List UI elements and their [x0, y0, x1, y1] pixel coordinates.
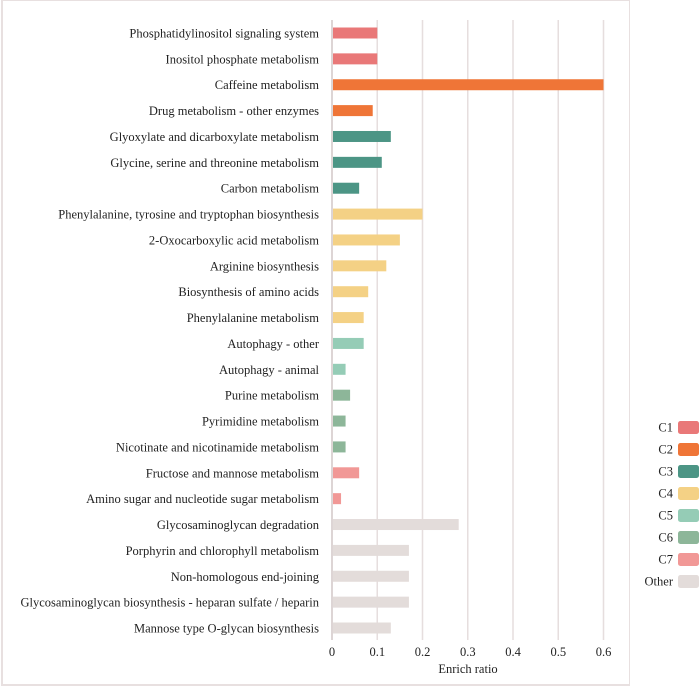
legend-item: C5	[658, 509, 699, 523]
x-tick-label: 0.6	[596, 645, 612, 659]
bar	[333, 415, 346, 427]
bar	[333, 622, 391, 634]
grid-layer	[331, 20, 605, 640]
bar	[333, 337, 364, 349]
category-label: Drug metabolism - other enzymes	[149, 104, 319, 118]
legend-swatch	[678, 487, 699, 500]
bar	[333, 260, 387, 272]
bar	[333, 570, 409, 582]
category-label: Carbon metabolism	[221, 182, 320, 196]
legend-item: C3	[658, 465, 699, 479]
bar	[333, 156, 382, 168]
category-label: Pyrimidine metabolism	[202, 415, 319, 429]
category-label: Autophagy - other	[227, 337, 319, 351]
legend-label: C4	[658, 487, 673, 501]
category-label: 2-Oxocarboxylic acid metabolism	[149, 233, 319, 247]
legend-swatch	[678, 553, 699, 566]
category-label: Glycosaminoglycan degradation	[157, 518, 320, 532]
category-label: Glycine, serine and threonine metabolism	[110, 156, 319, 170]
category-label: Biosynthesis of amino acids	[178, 285, 319, 299]
legend-swatch	[678, 465, 699, 478]
bar	[333, 441, 346, 453]
bar	[333, 519, 459, 531]
category-label: Caffeine metabolism	[215, 78, 320, 92]
bar	[333, 312, 364, 324]
legend-label: Other	[645, 575, 674, 589]
category-label: Phenylalanine metabolism	[187, 311, 320, 325]
bar	[333, 27, 378, 39]
x-tick-label: 0.4	[505, 645, 521, 659]
legend-item: C4	[658, 487, 699, 501]
category-label: Glyoxylate and dicarboxylate metabolism	[110, 130, 320, 144]
x-tick-label: 0.1	[369, 645, 385, 659]
legend-swatch	[678, 509, 699, 522]
x-axis-title: Enrich ratio	[438, 662, 497, 676]
bar	[333, 286, 369, 298]
legend-label: C7	[658, 553, 673, 567]
category-label: Glycosaminoglycan biosynthesis - heparan…	[20, 596, 319, 610]
x-tick-label: 0	[329, 645, 335, 659]
category-label: Purine metabolism	[225, 389, 319, 403]
bar	[333, 363, 346, 375]
legend-swatch	[678, 531, 699, 544]
x-tick-label: 0.3	[460, 645, 476, 659]
bar	[333, 389, 351, 401]
category-label: Arginine biosynthesis	[210, 259, 319, 273]
legend-swatch	[678, 443, 699, 456]
legend-item: C7	[658, 553, 699, 567]
bar	[333, 105, 373, 117]
bar	[333, 130, 391, 142]
bar	[333, 182, 360, 194]
category-label: Fructose and mannose metabolism	[146, 466, 320, 480]
legend-label: C6	[658, 531, 673, 545]
category-label: Autophagy - animal	[219, 363, 320, 377]
legend: C1 C2 C3 C4 C5 C6 C7 Other	[645, 421, 699, 589]
bar	[333, 234, 400, 246]
legend-label: C2	[658, 443, 673, 457]
category-label: Amino sugar and nucleotide sugar metabol…	[86, 492, 319, 506]
legend-item: C2	[658, 443, 699, 457]
bar	[333, 467, 360, 479]
legend-item: Other	[645, 575, 699, 589]
bar-layer	[333, 27, 604, 634]
bar	[333, 596, 409, 608]
category-label: Inositol phosphate metabolism	[166, 52, 320, 66]
chart-panel	[1, 0, 630, 686]
category-label: Porphyrin and chlorophyll metabolism	[126, 544, 320, 558]
bar	[333, 544, 409, 556]
x-tick-label: 0.5	[550, 645, 566, 659]
legend-swatch	[678, 421, 699, 434]
legend-item: C6	[658, 531, 699, 545]
category-label: Phenylalanine, tyrosine and tryptophan b…	[58, 208, 319, 222]
legend-swatch	[678, 575, 699, 588]
x-tick-label: 0.2	[415, 645, 431, 659]
bar	[333, 53, 378, 65]
category-label: Nicotinate and nicotinamide metabolism	[116, 440, 319, 454]
category-label: Mannose type O-glycan biosynthesis	[134, 622, 319, 636]
legend-label: C1	[658, 421, 673, 435]
x-tick-labels: 0 0.1 0.2 0.3 0.4 0.5 0.6	[329, 645, 611, 659]
legend-label: C3	[658, 465, 673, 479]
legend-label: C5	[658, 509, 673, 523]
category-label: Non-homologous end-joining	[171, 570, 320, 584]
category-label: Phosphatidylinositol signaling system	[129, 27, 319, 41]
bar	[333, 493, 342, 505]
bar	[333, 208, 423, 220]
bar	[333, 79, 604, 91]
category-labels: Phosphatidylinositol signaling system Ino…	[20, 27, 319, 636]
legend-item: C1	[658, 421, 699, 435]
